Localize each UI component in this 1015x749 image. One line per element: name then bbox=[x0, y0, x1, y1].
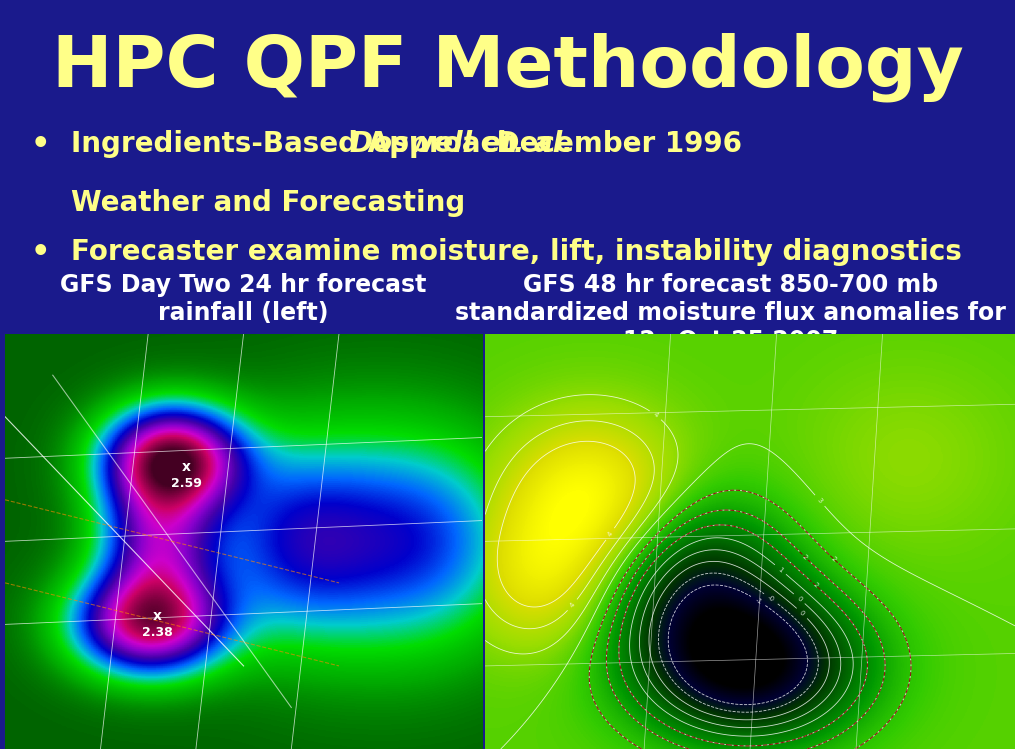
Text: 1: 1 bbox=[776, 565, 785, 573]
Text: Ingredients-Based Approach: Ingredients-Based Approach bbox=[71, 130, 527, 157]
Text: December 1996: December 1996 bbox=[487, 130, 742, 157]
Text: HPC QPF Methodology: HPC QPF Methodology bbox=[52, 32, 963, 102]
Text: Forecaster examine moisture, lift, instability diagnostics: Forecaster examine moisture, lift, insta… bbox=[71, 237, 962, 266]
Text: Doswell et. al.: Doswell et. al. bbox=[350, 130, 572, 157]
Text: 2: 2 bbox=[801, 553, 808, 560]
Text: 2: 2 bbox=[830, 556, 837, 562]
Text: Weather and Forecasting: Weather and Forecasting bbox=[71, 189, 465, 217]
Text: •: • bbox=[30, 237, 50, 267]
Text: 3: 3 bbox=[816, 497, 823, 504]
Text: 2.38: 2.38 bbox=[142, 626, 174, 639]
Text: 4: 4 bbox=[568, 601, 577, 609]
Text: -0: -0 bbox=[766, 594, 775, 603]
Text: 4: 4 bbox=[652, 411, 659, 419]
Text: x: x bbox=[153, 609, 162, 623]
Text: 4: 4 bbox=[607, 530, 614, 538]
Text: 2.59: 2.59 bbox=[171, 476, 202, 490]
Text: -1: -1 bbox=[754, 596, 763, 605]
Text: 0: 0 bbox=[799, 610, 806, 617]
Text: 2: 2 bbox=[812, 581, 819, 589]
Text: •: • bbox=[30, 130, 50, 159]
Text: x: x bbox=[182, 460, 191, 473]
Text: GFS 48 hr forecast 850-700 mb
standardized moisture flux anomalies for
12z Oct 2: GFS 48 hr forecast 850-700 mb standardiz… bbox=[456, 273, 1006, 353]
Text: GFS Day Two 24 hr forecast
rainfall (left): GFS Day Two 24 hr forecast rainfall (lef… bbox=[61, 273, 426, 325]
Text: 0: 0 bbox=[796, 595, 803, 602]
